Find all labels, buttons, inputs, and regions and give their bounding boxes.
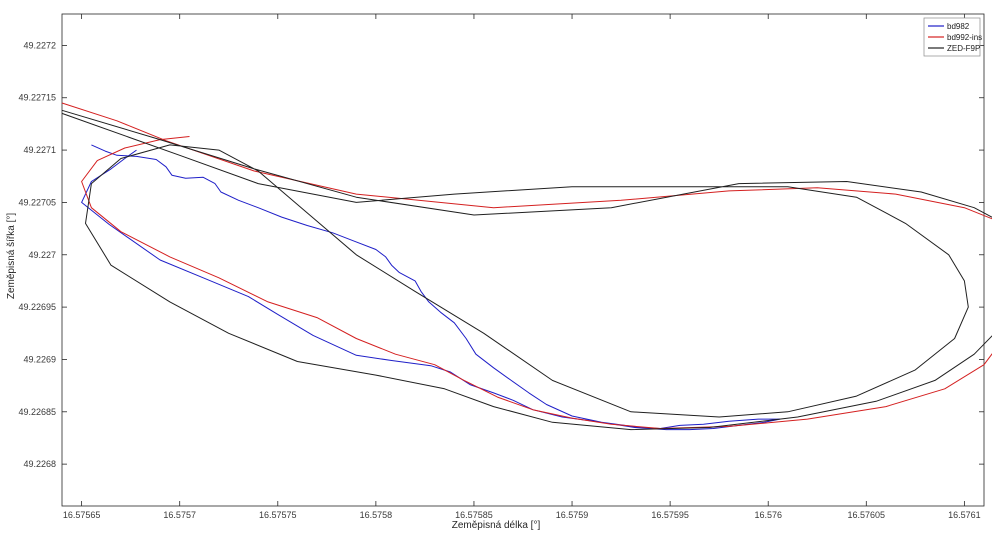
y-tick-label: 49.2271 (23, 145, 56, 155)
y-axis-label: Zeměpisná šířka [°] (6, 213, 17, 299)
x-tick-label: 16.5759 (556, 510, 589, 520)
legend-entry-label: bd992-ins (947, 33, 982, 42)
x-tick-label: 16.5761 (948, 510, 981, 520)
x-tick-label: 16.57575 (259, 510, 297, 520)
y-tick-label: 49.227 (28, 250, 56, 260)
x-tick-label: 16.5757 (163, 510, 196, 520)
series-line-bd992-ins (61, 102, 992, 429)
y-axis: 49.2272 49.22715 49.2271 49.22705 49.227 49.2… (18, 40, 984, 469)
y-tick-label: 49.22685 (18, 407, 56, 417)
legend: bd982 bd992-ins ZED-F9P (923, 17, 982, 57)
x-tick-label: 16.57595 (651, 510, 689, 520)
y-tick-label: 49.2269 (23, 354, 56, 364)
legend-entry-label: bd982 (947, 22, 970, 31)
x-axis-label: Zeměpisná délka [°] (452, 520, 541, 531)
y-tick-label: 49.2268 (23, 459, 56, 469)
y-tick-label: 49.22715 (18, 93, 56, 103)
legend-entry-label: ZED-F9P (947, 44, 980, 53)
x-tick-label: 16.576 (754, 510, 782, 520)
y-tick-label: 49.22705 (18, 197, 56, 207)
series-line-zed-f9p (61, 109, 992, 431)
x-axis: 16.57565 16.5757 16.57575 16.5758 16.57585 16… (63, 14, 981, 520)
x-tick-label: 16.57585 (455, 510, 493, 520)
x-tick-label: 16.57605 (848, 510, 886, 520)
series-layer (61, 102, 992, 431)
plot-area-frame (61, 13, 985, 507)
x-tick-label: 16.57565 (63, 510, 101, 520)
y-tick-label: 49.22695 (18, 302, 56, 312)
y-tick-label: 49.2272 (23, 40, 56, 50)
x-tick-label: 16.5758 (360, 510, 393, 520)
